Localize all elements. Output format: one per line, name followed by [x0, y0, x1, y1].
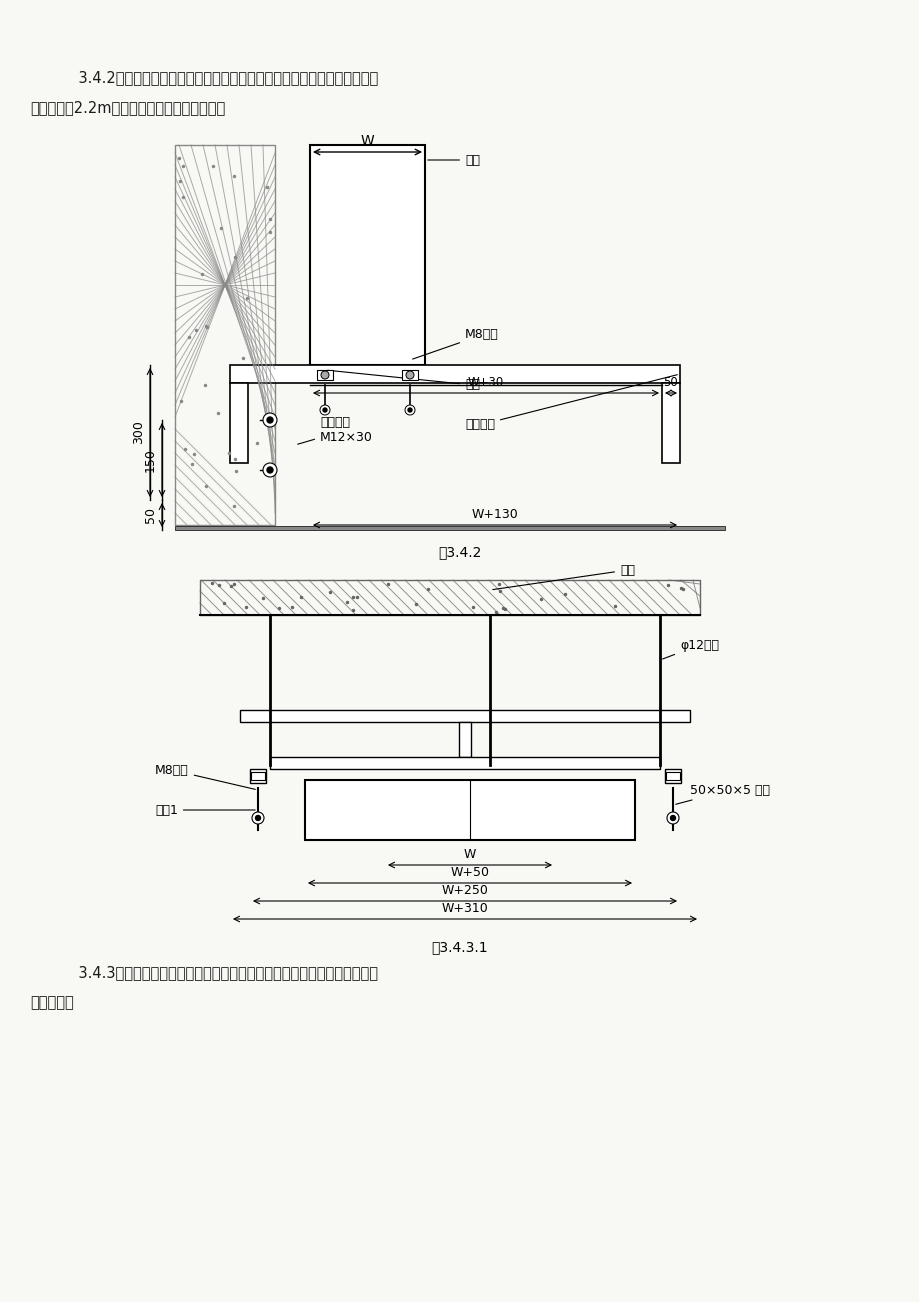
Bar	[665, 772, 679, 780]
Circle shape	[321, 371, 329, 379]
Text: 图3.4.2: 图3.4.2	[437, 546, 482, 559]
Circle shape	[267, 417, 273, 423]
Text: 应距地小于2.2m，母线应可靠固定在支架上。: 应距地小于2.2m，母线应可靠固定在支架上。	[30, 100, 225, 115]
Bar	[175, 526, 724, 530]
Bar	[305, 780, 634, 840]
Circle shape	[666, 812, 678, 824]
Circle shape	[255, 815, 260, 820]
Bar	[402, 370, 417, 380]
Circle shape	[252, 812, 264, 824]
Text: M8螺栓: M8螺栓	[154, 763, 255, 789]
Circle shape	[670, 815, 675, 820]
Text: M8螺栓: M8螺栓	[413, 328, 498, 359]
Text: φ12吊杆: φ12吊杆	[662, 638, 719, 659]
Text: 应能调节。: 应能调节。	[30, 995, 74, 1010]
Bar	[317, 370, 333, 380]
Bar	[269, 756, 659, 769]
Text: W+250: W+250	[441, 884, 488, 897]
Text: 母线: 母线	[493, 564, 634, 590]
Circle shape	[404, 405, 414, 415]
Text: W: W	[463, 848, 476, 861]
Text: W+30: W+30	[468, 376, 504, 389]
Text: 3.4.2母线槽沿墙水平安装（图）。安装高度应符合设计要求，无要求时不: 3.4.2母线槽沿墙水平安装（图）。安装高度应符合设计要求，无要求时不	[60, 70, 378, 85]
Bar	[310, 145, 425, 365]
Bar	[664, 769, 680, 783]
Text: 压板1: 压板1	[154, 803, 255, 816]
Circle shape	[263, 413, 277, 427]
Text: 压板: 压板	[327, 370, 480, 392]
Text: 50: 50	[663, 376, 677, 389]
Polygon shape	[175, 145, 275, 525]
Bar	[251, 772, 265, 780]
Circle shape	[267, 467, 273, 473]
Bar	[459, 723, 471, 756]
Text: W: W	[360, 134, 374, 148]
Text: 角钢支架: 角钢支架	[464, 375, 676, 431]
Text: 母线: 母线	[427, 154, 480, 167]
Bar	[230, 383, 248, 464]
Circle shape	[405, 371, 414, 379]
Circle shape	[263, 464, 277, 477]
Text: 50: 50	[144, 506, 157, 523]
Bar	[662, 383, 679, 464]
Text: 3.4.3母线槽悬挂吊装。（图、图）吊杆直径应与母线槽重量相适应，螺母: 3.4.3母线槽悬挂吊装。（图、图）吊杆直径应与母线槽重量相适应，螺母	[60, 965, 378, 980]
Circle shape	[323, 408, 326, 411]
Text: W+50: W+50	[450, 866, 489, 879]
Bar	[230, 365, 679, 383]
Polygon shape	[199, 579, 699, 615]
Circle shape	[407, 408, 412, 411]
Bar	[250, 769, 266, 783]
Text: 150: 150	[144, 448, 157, 471]
Text: 图3.4.3.1: 图3.4.3.1	[431, 940, 488, 954]
Text: W+310: W+310	[441, 902, 488, 915]
Bar	[240, 710, 689, 723]
Circle shape	[320, 405, 330, 415]
Text: 50×50×5 角钢: 50×50×5 角钢	[675, 784, 769, 805]
Text: 胀管螺栓
M12×30: 胀管螺栓 M12×30	[298, 417, 372, 444]
Text: 300: 300	[131, 421, 145, 444]
Text: W+130: W+130	[471, 508, 517, 521]
